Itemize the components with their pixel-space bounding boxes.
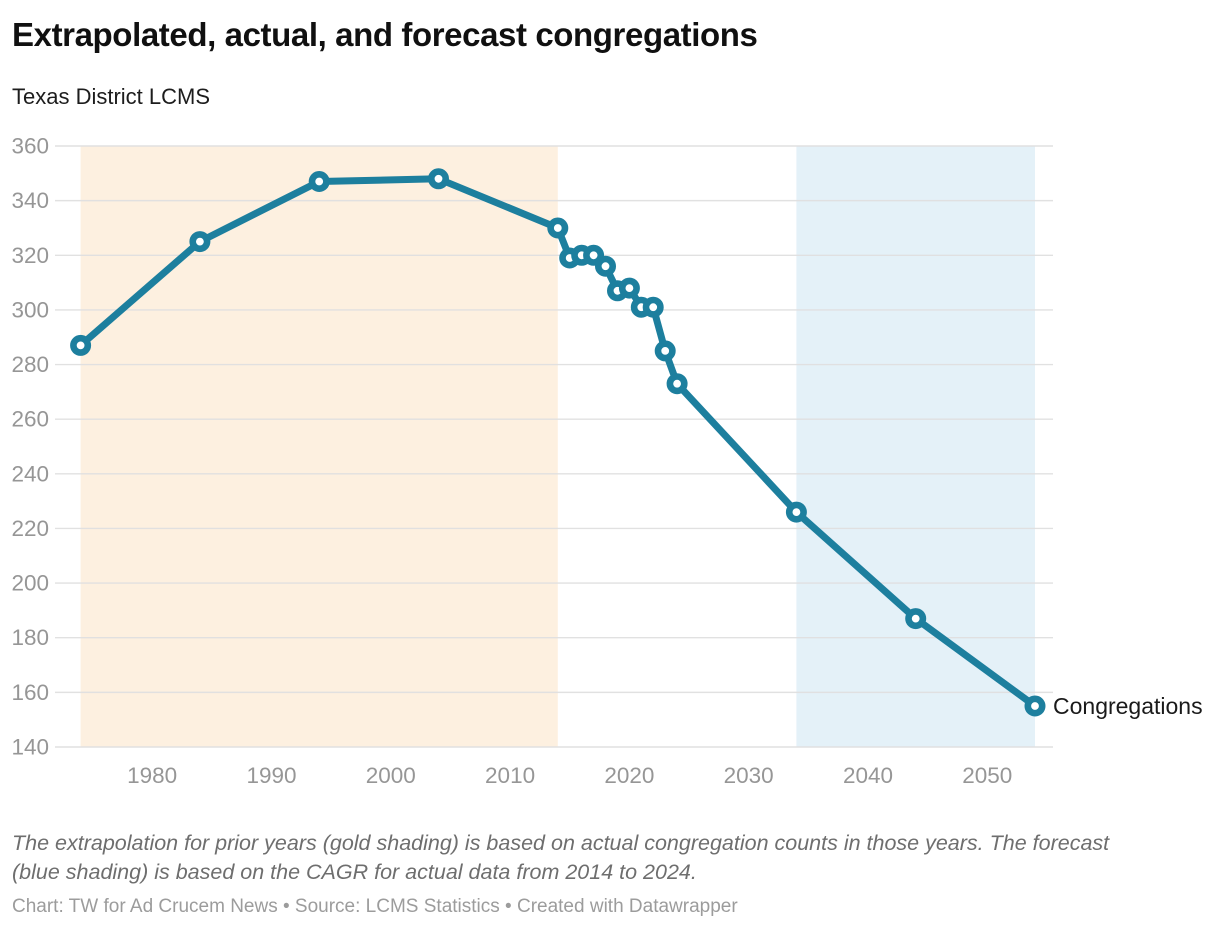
x-axis-label: 1990 <box>246 763 296 788</box>
x-axis-label: 2010 <box>485 763 535 788</box>
y-axis-label: 320 <box>11 243 49 268</box>
chart-credit: Chart: TW for Ad Crucem News • Source: L… <box>12 896 738 917</box>
data-point-2004[interactable] <box>427 168 449 190</box>
x-axis-label: 2000 <box>366 763 416 788</box>
band-extrapolated <box>80 146 558 747</box>
data-point-2054[interactable] <box>1024 695 1046 717</box>
data-point-1974[interactable] <box>70 334 92 356</box>
x-axis-label: 2020 <box>604 763 654 788</box>
data-point-2018[interactable] <box>594 255 616 277</box>
chart-note: The extrapolation for prior years (gold … <box>12 831 1110 884</box>
data-point-2024[interactable] <box>666 373 688 395</box>
data-point-1984[interactable] <box>189 231 211 253</box>
y-axis-label: 260 <box>11 407 49 432</box>
y-axis-label: 280 <box>11 352 49 377</box>
y-axis-label: 360 <box>11 134 49 159</box>
data-point-2020[interactable] <box>618 277 640 299</box>
y-axis-label: 200 <box>11 571 49 596</box>
chart-title: Extrapolated, actual, and forecast congr… <box>12 16 758 53</box>
x-axis-label: 1980 <box>127 763 177 788</box>
data-point-2014[interactable] <box>547 217 569 239</box>
band-forecast <box>796 146 1035 747</box>
data-point-2034[interactable] <box>785 501 807 523</box>
y-axis-label: 140 <box>11 735 49 760</box>
y-axis-label: 180 <box>11 625 49 650</box>
data-point-2023[interactable] <box>654 340 676 362</box>
data-point-2022[interactable] <box>642 296 664 318</box>
y-axis-label: 340 <box>11 188 49 213</box>
y-axis-label: 160 <box>11 680 49 705</box>
x-axis-label: 2050 <box>962 763 1012 788</box>
congregations-line <box>77 175 1039 710</box>
data-point-1994[interactable] <box>308 171 330 193</box>
y-axis-label: 240 <box>11 461 49 486</box>
data-point-2044[interactable] <box>905 608 927 630</box>
data-point-2017[interactable] <box>583 244 605 266</box>
x-axis-label: 2030 <box>724 763 774 788</box>
series-label: Congregations <box>1053 693 1203 719</box>
y-axis-label: 220 <box>11 516 49 541</box>
chart-subtitle: Texas District LCMS <box>12 84 211 109</box>
x-axis-label: 2040 <box>843 763 893 788</box>
y-axis-label: 300 <box>11 297 49 322</box>
